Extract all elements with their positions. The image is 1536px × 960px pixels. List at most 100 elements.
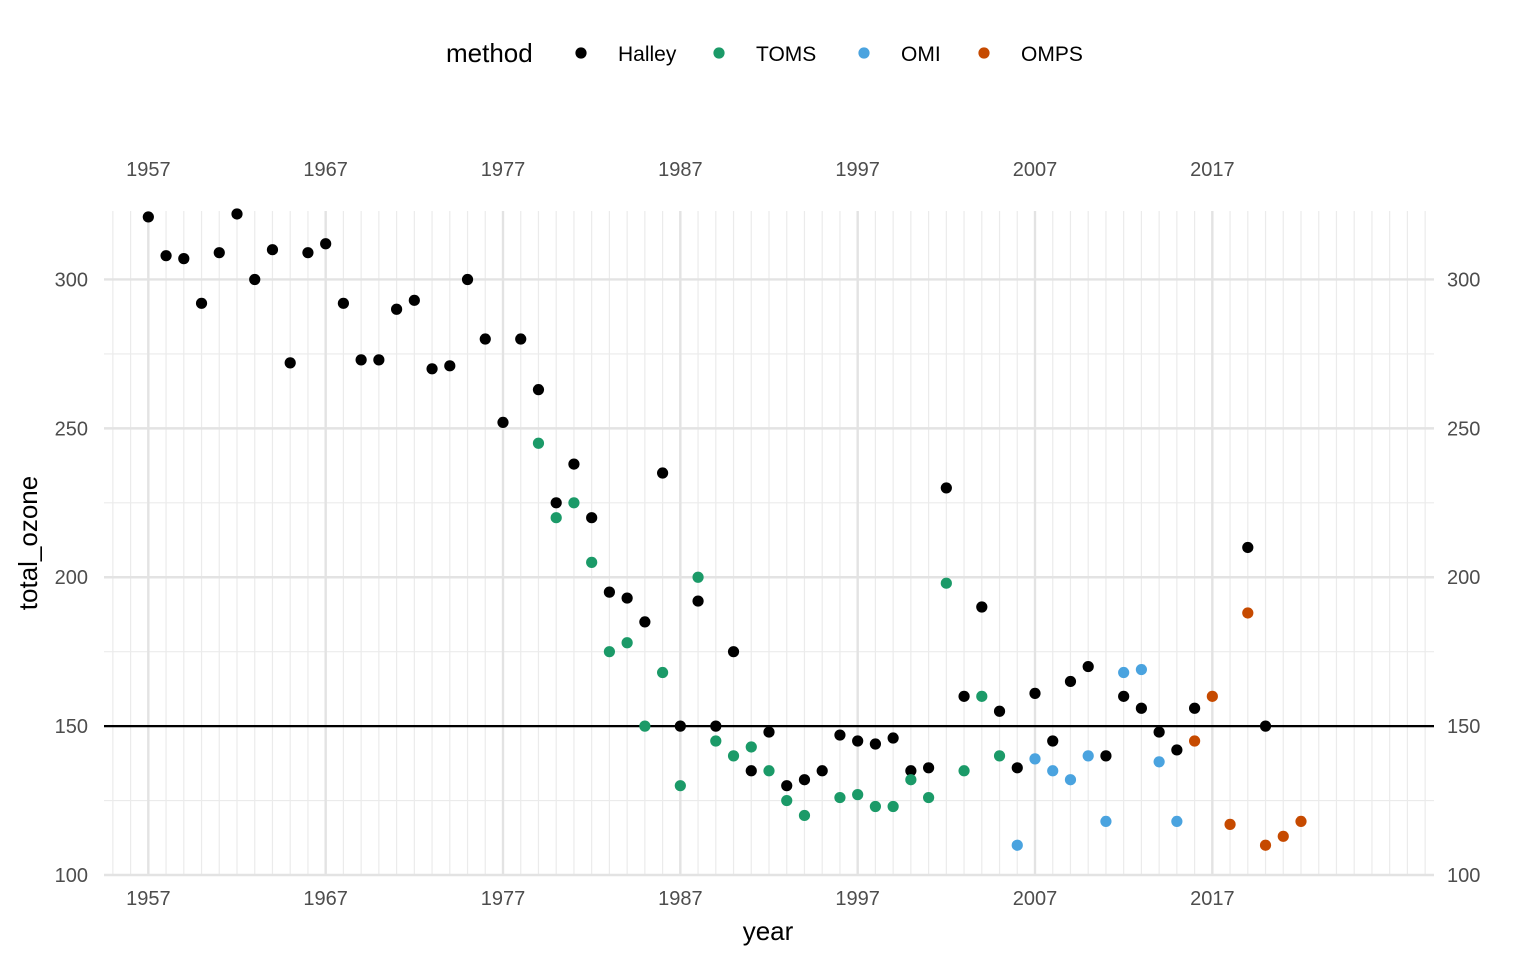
data-point-halley — [1011, 762, 1023, 774]
data-point-halley — [320, 238, 332, 250]
data-point-halley — [798, 774, 811, 786]
legend-key-toms — [713, 47, 725, 59]
data-point-toms — [923, 791, 935, 804]
data-point-toms — [550, 512, 562, 524]
legend-title: method — [446, 38, 533, 68]
y-tick-label-right: 100 — [1447, 865, 1480, 887]
x-tick-label: 2017 — [1190, 888, 1235, 910]
data-point-toms — [781, 794, 793, 807]
data-point-halley — [337, 297, 349, 309]
data-point-toms — [674, 780, 686, 792]
data-point-omi — [1047, 765, 1059, 777]
data-point-halley — [710, 720, 722, 732]
data-point-toms — [621, 637, 633, 649]
legend-label-halley: Halley — [618, 43, 677, 66]
y-axis-right-ticks: 100 150 200 250 300 — [1447, 269, 1480, 887]
data-point-halley — [674, 720, 686, 732]
x-tick-label-top: 2007 — [1013, 159, 1058, 181]
legend-label-omps: OMPS — [1021, 43, 1083, 66]
data-point-halley — [195, 297, 208, 309]
data-point-halley — [763, 726, 775, 738]
data-point-omi — [1100, 815, 1112, 828]
data-point-omps — [1206, 690, 1218, 702]
x-tick-label: 2007 — [1013, 888, 1058, 910]
data-point-halley — [586, 512, 598, 524]
data-point-halley — [568, 458, 580, 470]
y-tick-label: 200 — [55, 567, 88, 589]
data-point-halley — [355, 354, 367, 366]
y-tick-label: 100 — [55, 865, 88, 887]
data-point-halley — [940, 482, 952, 494]
data-point-halley — [993, 705, 1006, 717]
data-point-halley — [869, 738, 882, 750]
data-point-omi — [1171, 815, 1183, 828]
x-tick-label: 1957 — [126, 888, 171, 910]
data-point-halley — [603, 586, 616, 598]
y-axis-title: total_ozone — [13, 476, 43, 610]
data-point-omi — [1029, 753, 1041, 765]
legend: method Halley TOMS OMI OMPS — [446, 38, 1083, 68]
data-point-halley — [1259, 720, 1272, 732]
x-tick-label-top: 2017 — [1190, 159, 1235, 181]
major-gridlines — [104, 211, 1434, 877]
data-point-halley — [1189, 702, 1201, 714]
data-point-halley — [905, 765, 917, 777]
data-point-toms — [639, 720, 651, 732]
y-tick-label: 150 — [55, 716, 88, 738]
data-point-halley — [1171, 744, 1183, 756]
data-points — [142, 208, 1307, 851]
data-point-toms — [887, 800, 899, 813]
data-point-toms — [976, 690, 988, 702]
data-point-omi — [1011, 839, 1023, 851]
data-point-halley — [657, 467, 669, 479]
data-point-omps — [1259, 839, 1272, 851]
data-point-halley — [745, 765, 757, 777]
data-point-halley — [1242, 541, 1254, 554]
data-point-halley — [160, 250, 172, 262]
data-point-omi — [1064, 774, 1077, 786]
data-point-halley — [213, 247, 225, 259]
data-point-halley — [426, 363, 438, 375]
legend-key-omi — [858, 47, 870, 59]
data-point-halley — [284, 357, 296, 369]
x-tick-label: 1987 — [658, 888, 703, 910]
data-point-toms — [692, 571, 704, 583]
data-point-toms — [958, 765, 970, 777]
x-tick-label-top: 1987 — [658, 159, 703, 181]
data-point-halley — [1118, 690, 1130, 702]
data-point-halley — [1153, 726, 1165, 738]
data-point-halley — [444, 360, 456, 372]
data-point-toms — [710, 735, 722, 747]
data-point-halley — [391, 303, 403, 315]
data-point-toms — [532, 437, 545, 449]
data-point-omi — [1118, 666, 1130, 679]
data-point-toms — [586, 556, 598, 568]
x-tick-label-top: 1997 — [835, 159, 880, 181]
data-point-omps — [1242, 607, 1254, 619]
legend-items: Halley TOMS OMI OMPS — [575, 43, 1083, 66]
x-axis-top-ticks: 1957 1967 1977 1987 1997 2007 2017 — [126, 159, 1235, 181]
data-point-halley — [231, 208, 243, 220]
data-point-halley — [781, 780, 793, 792]
x-tick-label-top: 1957 — [126, 159, 171, 181]
x-tick-label: 1997 — [835, 888, 880, 910]
legend-label-omi: OMI — [901, 43, 941, 66]
data-point-toms — [993, 750, 1006, 762]
data-point-halley — [532, 384, 545, 396]
x-axis-title: year — [743, 916, 794, 946]
data-point-halley — [923, 762, 935, 774]
data-point-toms — [940, 577, 952, 589]
data-point-omps — [1189, 735, 1201, 747]
data-point-halley — [266, 244, 279, 256]
data-point-halley — [621, 592, 633, 604]
data-point-toms — [798, 809, 811, 822]
y-tick-label-right: 300 — [1447, 269, 1480, 291]
data-point-toms — [727, 750, 740, 762]
data-point-halley — [373, 354, 385, 366]
data-point-halley — [692, 595, 704, 607]
data-point-halley — [1135, 702, 1147, 714]
data-point-halley — [639, 616, 651, 628]
data-point-omi — [1135, 663, 1147, 676]
legend-key-omps — [978, 47, 990, 59]
